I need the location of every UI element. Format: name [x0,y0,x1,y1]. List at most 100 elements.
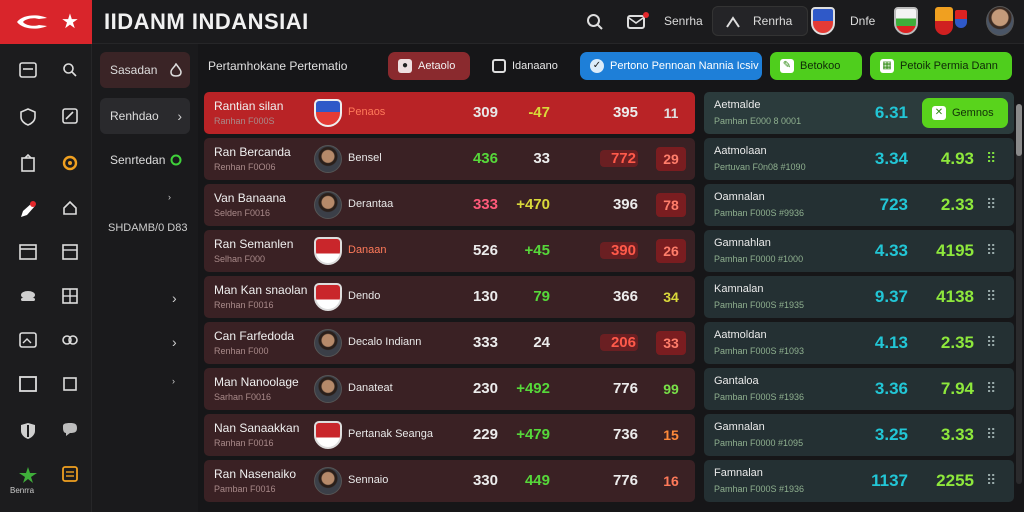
window-icon[interactable] [18,62,38,82]
blue-action-button[interactable]: ✓ Pertono Pennoan Nannia Icsiv [580,52,762,80]
panel-row-name: Famnalan [714,467,763,479]
row-name: Man Nanoolage [214,375,299,389]
refresh-icon[interactable] [60,154,80,174]
row-name: Can Farfedoda [214,329,295,343]
shield-icon[interactable] [18,108,38,128]
table-row[interactable]: Man Kan snaolan Renhan F0016 Dendo 130 7… [204,276,695,318]
row-value-2: +492 [516,380,550,397]
panel-row[interactable]: Gamnalan Pamhan F0000 #1095 3.25 3.33 ⠿ [704,414,1014,456]
panel-value-2: 7.94 [940,379,974,398]
row-value-1: 436 [472,150,498,167]
panel-row[interactable]: Gantaloa Pamban F000S #1936 3.36 7.94 ⠿ [704,368,1014,410]
row-value-1: 309 [472,104,498,121]
panel-row[interactable]: Aatmoldan Pamhan F000S #1093 4.13 2.35 ⠿ [704,322,1014,364]
club-crest-icon[interactable] [811,7,835,35]
green-action-label: Betokoo [800,60,841,72]
club-crest-icon[interactable] [894,7,918,35]
table-row[interactable]: Van Banaana Selden F0016 Derantaa 333 +4… [204,184,695,226]
row-team: Pertanak Seanga [348,428,434,440]
avatar[interactable] [986,6,1014,36]
drag-handle-icon[interactable]: ⠿ [986,472,997,488]
table-row[interactable]: Man Nanoolage Sarhan F0016 Danateat 230 … [204,368,695,410]
table-row[interactable]: Nan Sanaakkan Ranhan F0016 Pertanak Sean… [204,414,695,456]
table-row[interactable]: Ran Nasenaiko Pamban F0016 Sennaio 330 4… [204,460,695,502]
row-sub: Sarhan F0016 [214,392,272,402]
edit-icon[interactable] [60,108,80,128]
top-pill[interactable]: Renrha [712,6,808,36]
filter-button[interactable]: ● Aetaolo [388,52,470,80]
list-icon[interactable] [60,244,80,264]
scrollbar[interactable] [1016,104,1022,484]
panel-row[interactable]: Kamnalan Pamhan F000S #1935 9.37 4138 ⠿ [704,276,1014,318]
drag-handle-icon[interactable]: ⠿ [986,150,997,166]
row-sub: Ranhan F000S [214,116,275,126]
drag-handle-icon[interactable]: ⠿ [986,288,997,304]
panel-icon[interactable] [18,244,38,264]
green-secondary-button[interactable]: ▦ Petoik Permia Dann [870,52,1012,80]
flag-icon[interactable] [955,10,967,28]
chevron-right-icon[interactable]: › [172,334,177,350]
row-value-4: 26 [656,239,686,263]
search-icon[interactable] [583,10,607,34]
top-link-1[interactable]: Senrha [664,14,703,28]
row-value-2: 449 [524,472,550,489]
menu-icon[interactable] [60,466,80,486]
panel-value-1: 3.34 [874,149,908,168]
refresh-icon [170,142,182,179]
shield-icon[interactable] [18,422,38,442]
panel-row[interactable]: Gamnahlan Pamhan F0000 #1000 4.33 4195 ⠿ [704,230,1014,272]
grid-icon[interactable] [60,288,80,308]
row-value-3: 776 [612,380,638,397]
chevron-right-icon[interactable]: › [172,290,177,306]
chevron-right-icon: › [177,108,182,124]
chat-icon[interactable] [60,422,80,442]
row-value-3: 366 [612,288,638,305]
row-value-3: 206 [600,334,638,351]
panel-row-name: Aatmoldan [714,329,767,341]
cap-icon[interactable] [18,288,38,308]
row-value-3: 772 [600,150,638,167]
table-row[interactable]: Can Farfedoda Renhan F000 Decalo Indiann… [204,322,695,364]
building-icon[interactable] [18,153,38,174]
drag-handle-icon[interactable]: ⠿ [986,196,997,212]
link-icon[interactable] [60,332,80,352]
row-sub: Pamban F0016 [214,484,276,494]
mail-icon[interactable] [624,10,649,34]
frame-icon[interactable] [18,376,38,396]
drag-handle-icon[interactable]: ⠿ [986,334,997,350]
table-row[interactable]: Ran Bercanda Renhan F0O06 Bensel 436 33 … [204,138,695,180]
home-icon[interactable] [60,200,80,220]
row-value-1: 333 [472,334,498,351]
view-button[interactable]: Idanaano [482,52,572,80]
panel-value-2: 4195 [936,241,974,260]
table-row[interactable]: Rantian silan Ranhan F000S Penaos 309 -4… [204,92,695,134]
drag-handle-icon[interactable]: ⠿ [986,426,997,442]
panel-row[interactable]: Famnalan Pamhan F000S #1936 1137 2255 ⠿ [704,460,1014,502]
star-icon[interactable] [18,466,38,486]
drag-handle-icon[interactable]: ⠿ [986,380,997,396]
subnav-static-label: SHDAMB/0 D83 [108,222,188,234]
blue-action-label: Pertono Pennoan Nannia Icsiv [610,60,759,72]
brand-logo[interactable]: ★ [0,0,92,44]
subnav-item[interactable]: Senrtedan [100,142,190,178]
scrollbar-thumb[interactable] [1016,104,1022,156]
panel-value-2: 2.35 [940,333,974,352]
subnav-item-label: Sasadan [110,63,158,77]
search-icon[interactable] [60,62,80,82]
pen-icon[interactable] [18,200,38,220]
panel-row[interactable]: Aatmolaan Pertuvan F0n08 #1090 3.34 4.93… [704,138,1014,180]
image-icon[interactable] [18,332,38,352]
row-value-3: 736 [612,426,638,443]
club-crest-icon[interactable] [935,7,953,35]
drag-handle-icon[interactable]: ⠿ [986,242,997,258]
square-icon[interactable] [60,376,80,396]
subnav-item[interactable]: Sasadan [100,52,190,88]
section-title: Pertamhokane Pertematio [208,59,348,73]
table-row[interactable]: Ran Semanlen Selhan F000 Danaan 526 +45 … [204,230,695,272]
panel-row[interactable]: Oamnalan Pamban F000S #9936 723 2.33 ⠿ [704,184,1014,226]
top-link-2[interactable]: Dnfe [850,14,876,28]
subnav-item[interactable]: Renhdao › [100,98,190,134]
panel-row[interactable]: Aetmalde Pamhan E000 8 0001 6.31 ✕ Gemno… [704,92,1014,134]
games-button[interactable]: ✕ Gemnos [922,98,1008,128]
green-action-button[interactable]: ✎ Betokoo [770,52,862,80]
